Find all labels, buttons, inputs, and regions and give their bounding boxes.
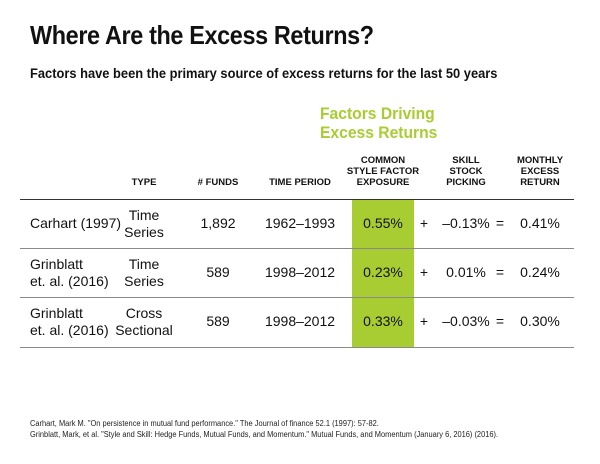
- cell-skill: –0.03%: [442, 313, 489, 330]
- cell-type-text: Cross: [125, 304, 163, 321]
- column-header-skill-line: STOCK: [449, 166, 483, 177]
- cell-funds: 589: [206, 313, 229, 330]
- column-header-type-line: TYPE: [131, 177, 157, 188]
- factor-column-highlight: [352, 200, 414, 348]
- column-header-skill-line: PICKING: [446, 177, 486, 188]
- cell-plus: +: [420, 313, 428, 330]
- page-subtitle: Factors have been the primary source of …: [30, 65, 498, 81]
- footnote-2: Grinblatt, Mark, et al. "Style and Skill…: [30, 430, 499, 439]
- cell-type: Time Series: [124, 256, 164, 290]
- cell-study: Carhart (1997): [30, 215, 121, 232]
- cell-monthly: 0.30%: [520, 313, 560, 330]
- column-header-skill-line: SKILL: [452, 155, 480, 166]
- cell-skill-text: –0.03%: [442, 313, 490, 329]
- cell-skill-text: –0.13%: [442, 215, 490, 231]
- column-header-factor: COMMON STYLE FACTOR EXPOSURE: [347, 155, 419, 188]
- column-header-period: TIME PERIOD: [269, 177, 331, 188]
- cell-plus: +: [420, 264, 428, 281]
- column-header-period-line: TIME PERIOD: [269, 177, 331, 188]
- cell-factor-text: 0.55%: [363, 215, 403, 231]
- cell-plus-text: +: [419, 313, 429, 329]
- column-header-monthly-line: RETURN: [520, 177, 560, 188]
- cell-factor: 0.55%: [363, 215, 403, 232]
- cell-study: Grinblatt et. al. (2016): [30, 256, 109, 290]
- column-header-factor-line: COMMON: [360, 155, 406, 166]
- column-header-monthly-line: EXCESS: [520, 166, 560, 177]
- cell-eq: =: [496, 313, 504, 330]
- cell-type-text: Time: [128, 255, 160, 272]
- cell-funds-text: 1,892: [200, 215, 236, 231]
- cell-study-text: Grinblatt: [30, 255, 83, 272]
- column-header-factor-line: STYLE FACTOR: [346, 166, 420, 177]
- column-header-monthly-line: MONTHLY: [516, 155, 564, 166]
- cell-factor-text: 0.23%: [363, 264, 403, 280]
- cell-factor-text: 0.33%: [363, 313, 403, 329]
- cell-study-text: Carhart (1997): [30, 215, 122, 231]
- cell-type-text: Sectional: [115, 321, 173, 338]
- column-header-monthly: MONTHLY EXCESS RETURN: [517, 155, 563, 188]
- cell-type: Cross Sectional: [115, 305, 173, 339]
- cell-type-text: Time: [128, 206, 160, 223]
- cell-monthly: 0.41%: [520, 215, 560, 232]
- group-header-line-1: Factors Driving: [320, 104, 435, 123]
- group-header: Factors Driving Excess Returns: [320, 104, 437, 142]
- cell-study: Grinblatt et. al. (2016): [30, 305, 109, 339]
- cell-factor: 0.23%: [363, 264, 403, 281]
- cell-monthly: 0.24%: [520, 264, 560, 281]
- column-header-skill: SKILL STOCK PICKING: [446, 155, 486, 188]
- cell-period: 1962–1993: [265, 215, 335, 232]
- cell-eq: =: [496, 264, 504, 281]
- cell-funds: 589: [206, 264, 229, 281]
- column-header-factor-line: EXPOSURE: [356, 177, 410, 188]
- column-header-type: TYPE: [132, 177, 157, 188]
- cell-type-text: Series: [124, 223, 164, 240]
- cell-skill-text: 0.01%: [446, 264, 486, 280]
- cell-funds-text: 589: [206, 313, 230, 329]
- cell-type-text: Series: [124, 272, 164, 289]
- cell-study-text: et. al. (2016): [30, 321, 109, 338]
- cell-plus: +: [420, 215, 428, 232]
- cell-study-text: et. al. (2016): [30, 272, 109, 289]
- cell-eq: =: [496, 215, 504, 232]
- cell-period: 1998–2012: [265, 264, 335, 281]
- cell-monthly-text: 0.24%: [520, 264, 560, 280]
- cell-type: Time Series: [124, 207, 164, 241]
- cell-factor: 0.33%: [363, 313, 403, 330]
- table-rule: [20, 248, 574, 249]
- cell-funds: 1,892: [200, 215, 235, 232]
- cell-monthly-text: 0.30%: [520, 313, 560, 329]
- footnote-1: Carhart, Mark M. "On persistence in mutu…: [30, 419, 379, 428]
- column-header-funds: # FUNDS: [198, 177, 239, 188]
- cell-monthly-text: 0.41%: [520, 215, 560, 231]
- cell-skill: –0.13%: [442, 215, 489, 232]
- cell-eq-text: =: [495, 313, 505, 329]
- cell-period-text: 1962–1993: [264, 215, 336, 231]
- cell-skill: 0.01%: [446, 264, 486, 281]
- table-rule: [20, 199, 574, 200]
- column-header-funds-line: # FUNDS: [197, 177, 239, 188]
- group-header-line-2: Excess Returns: [320, 123, 438, 142]
- table-rule: [20, 297, 574, 298]
- footnotes: Carhart, Mark M. "On persistence in mutu…: [30, 418, 498, 440]
- table-rule: [20, 347, 574, 348]
- page-title: Where Are the Excess Returns?: [30, 20, 374, 50]
- cell-plus-text: +: [419, 215, 429, 231]
- cell-period-text: 1998–2012: [264, 264, 336, 280]
- cell-eq-text: =: [495, 264, 505, 280]
- cell-period-text: 1998–2012: [264, 313, 336, 329]
- cell-funds-text: 589: [206, 264, 230, 280]
- cell-eq-text: =: [495, 215, 505, 231]
- cell-plus-text: +: [419, 264, 429, 280]
- cell-study-text: Grinblatt: [30, 304, 83, 321]
- cell-period: 1998–2012: [265, 313, 335, 330]
